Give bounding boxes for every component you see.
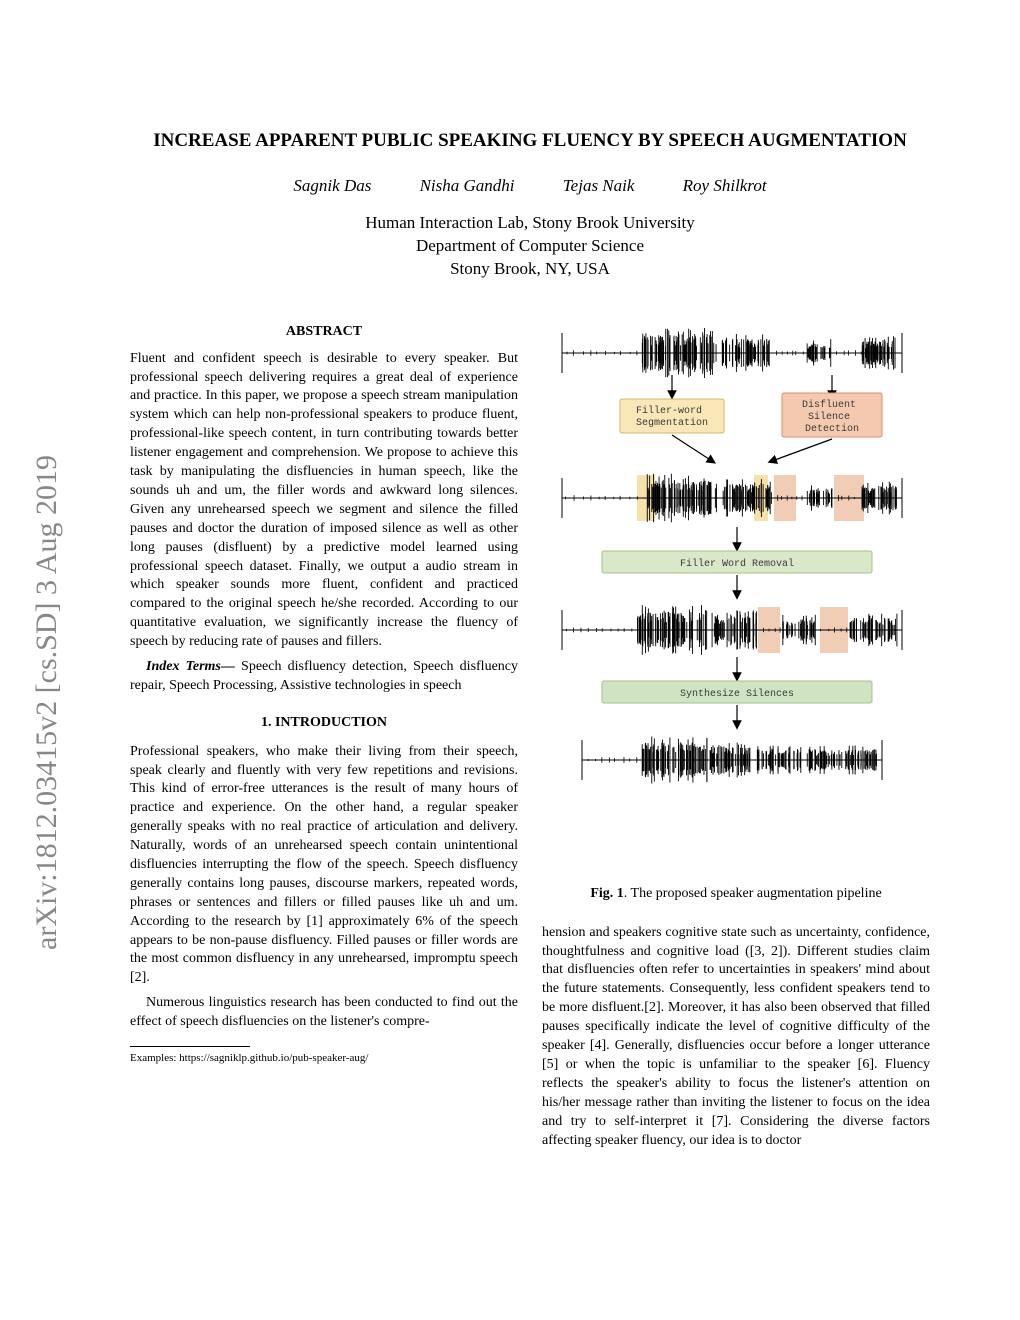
pipeline-diagram: Filler-word Segmentation Disfluent Silen… (542, 313, 922, 873)
footnote: Examples: https://sagniklp.github.io/pub… (130, 1051, 518, 1066)
abstract-heading: ABSTRACT (130, 323, 518, 342)
author: Roy Shilkrot (683, 176, 767, 195)
affiliation-line: Stony Brook, NY, USA (130, 258, 930, 281)
authors-line: Sagnik Das Nisha Gandhi Tejas Naik Roy S… (130, 176, 930, 196)
figure-caption: Fig. 1. The proposed speaker augmentatio… (542, 885, 930, 904)
author: Tejas Naik (563, 176, 635, 195)
two-column-body: ABSTRACT Fluent and confident speech is … (130, 313, 930, 1157)
figure-caption-label: Fig. 1 (590, 886, 623, 901)
affiliation: Human Interaction Lab, Stony Brook Unive… (130, 212, 930, 281)
paper-page: INCREASE APPARENT PUBLIC SPEAKING FLUENC… (0, 0, 1020, 1196)
intro-paragraph: Numerous linguistics research has been c… (130, 994, 518, 1032)
index-terms: Index Terms— Speech disfluency detection… (130, 658, 518, 696)
synth-sil-label: Synthesize Silences (680, 688, 794, 700)
author: Sagnik Das (293, 176, 371, 195)
left-column: ABSTRACT Fluent and confident speech is … (130, 313, 518, 1157)
footnote-rule (130, 1046, 250, 1047)
affiliation-line: Department of Computer Science (130, 235, 930, 258)
author: Nisha Gandhi (420, 176, 515, 195)
affiliation-line: Human Interaction Lab, Stony Brook Unive… (130, 212, 930, 235)
index-terms-label: Index Terms— (146, 659, 235, 674)
filler-rem-label: Filler Word Removal (680, 558, 794, 570)
figure-1: Filler-word Segmentation Disfluent Silen… (542, 313, 930, 873)
abstract-text: Fluent and confident speech is desirable… (130, 350, 518, 652)
section-heading-intro: 1. INTRODUCTION (130, 714, 518, 733)
silence-det-label: Disfluent Silence Detection (802, 399, 862, 435)
right-column: Filler-word Segmentation Disfluent Silen… (542, 313, 930, 1157)
figure-caption-text: . The proposed speaker augmentation pipe… (624, 886, 882, 901)
paper-title: INCREASE APPARENT PUBLIC SPEAKING FLUENC… (130, 130, 930, 152)
intro-paragraph: Professional speakers, who make their li… (130, 743, 518, 989)
col2-body: hension and speakers cognitive state suc… (542, 924, 930, 1151)
